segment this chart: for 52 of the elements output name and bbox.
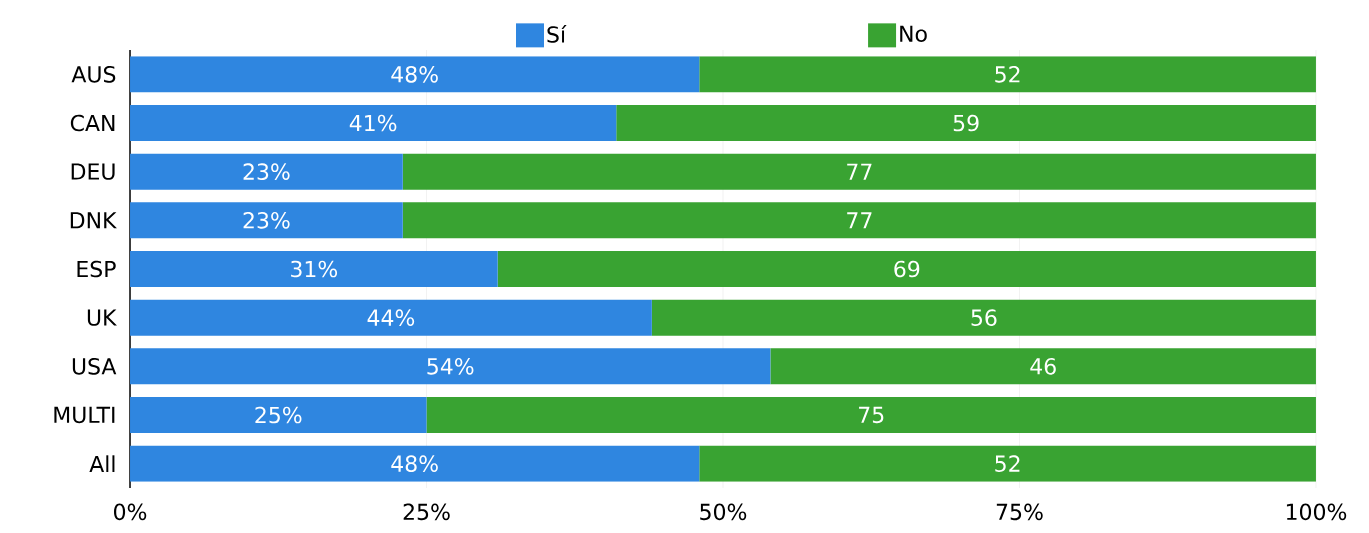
y-tick-label: AUS: [71, 66, 116, 83]
bar: [130, 56, 700, 93]
x-tick-label: 0%: [114, 503, 147, 521]
bar: [651, 299, 1316, 336]
data-label: 23%: [243, 163, 290, 180]
y-tick-label: MULTI: [54, 406, 115, 424]
bar: [130, 396, 427, 433]
data-label: 52: [995, 66, 1020, 83]
data-label: 25%: [255, 406, 302, 424]
data-label: 69: [894, 260, 920, 278]
data-label: 48%: [391, 66, 438, 83]
bar: [616, 105, 1316, 141]
bar: [402, 202, 1316, 239]
x-tick-label: 100%: [1286, 503, 1347, 521]
data-label: 23%: [243, 212, 290, 229]
x-tick-label: 75%: [996, 503, 1043, 521]
y-tick-label: USA: [72, 358, 117, 375]
bar: [402, 153, 1316, 190]
bar: [130, 153, 403, 190]
bar: [426, 396, 1316, 433]
bar: [770, 348, 1316, 385]
y-tick-label: UK: [87, 309, 117, 326]
x-tick-label: 25%: [403, 503, 450, 521]
x-tick-label: 50%: [700, 503, 747, 521]
legend-label: Sí: [547, 24, 567, 43]
bar: [130, 202, 403, 239]
bar: [699, 445, 1316, 482]
data-label: 75: [859, 406, 884, 424]
bar: [130, 105, 617, 141]
data-label: 41%: [349, 114, 397, 132]
bar: [130, 348, 771, 385]
data-label: 59: [953, 114, 979, 132]
data-label: 56: [971, 309, 997, 326]
data-label: 77: [847, 163, 872, 180]
data-label: 31%: [291, 260, 338, 278]
y-tick-label: CAN: [70, 114, 115, 132]
legend-label: No: [900, 25, 927, 43]
bar: [497, 251, 1316, 287]
y-tick-label: DNK: [70, 212, 117, 229]
data-label: 46: [1030, 358, 1056, 375]
y-tick-label: ESP: [77, 260, 116, 278]
bar: [130, 251, 498, 287]
data-label: 77: [847, 212, 872, 229]
bar: [699, 56, 1316, 93]
data-label: 52: [995, 455, 1020, 472]
data-label: 44%: [367, 309, 415, 326]
y-tick-label: All: [89, 455, 115, 473]
data-label: 48%: [391, 455, 438, 472]
y-tick-label: DEU: [71, 163, 115, 180]
bar: [130, 445, 700, 482]
data-label: 54%: [427, 358, 474, 375]
bar: [130, 299, 652, 336]
